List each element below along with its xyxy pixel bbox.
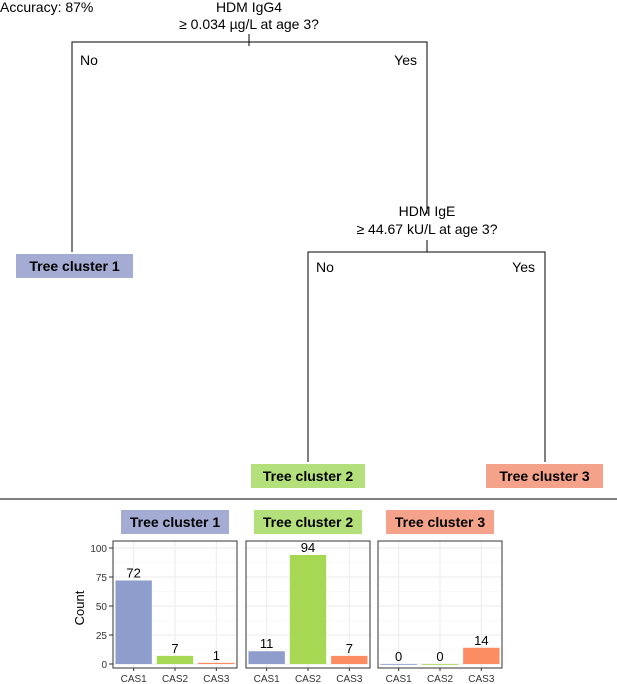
x-tick-label: CAS1	[386, 674, 413, 684]
split-node-ige: HDM IgE ≥ 44.67 kU/L at age 3? No Yes	[307, 203, 546, 462]
bar-value-label: 72	[126, 565, 140, 580]
bar-value-label: 14	[474, 633, 488, 648]
accuracy-label: Accuracy: 87%	[0, 0, 93, 15]
y-tick-label: 50	[96, 602, 108, 613]
bar-cas3	[463, 647, 500, 664]
x-tick-label: CAS1	[254, 674, 281, 684]
leaf-tree-cluster-2: Tree cluster 2	[251, 464, 365, 488]
y-tick-label: 75	[96, 573, 108, 584]
bar-value-label: 11	[260, 636, 274, 651]
bar-value-label: 7	[346, 641, 353, 656]
leaf-3-box	[486, 464, 603, 488]
leaf-1-label: Tree cluster 1	[29, 258, 119, 274]
root-no-label: No	[80, 52, 98, 68]
panel-border	[377, 540, 503, 669]
leaf-2-box	[251, 464, 365, 488]
x-tick-label: CAS2	[295, 674, 322, 684]
bar-cas3	[198, 662, 235, 664]
x-tick-label: CAS1	[121, 674, 148, 684]
panel-title: Tree cluster 2	[263, 514, 353, 530]
y-tick-label: 25	[96, 631, 108, 642]
bar-cas2	[421, 664, 459, 665]
panel-border	[112, 540, 238, 669]
bar-cas1	[380, 664, 417, 665]
node2-branches	[307, 251, 546, 462]
bar-value-label: 94	[301, 540, 315, 555]
node2-yes-label: Yes	[512, 259, 535, 275]
node2-question-line1: HDM IgE	[399, 203, 456, 219]
leaf-tree-cluster-1: Tree cluster 1	[16, 254, 133, 278]
leaf-3-label: Tree cluster 3	[499, 468, 589, 484]
panel-title-box	[254, 510, 362, 534]
bar-value-label: 1	[213, 648, 220, 663]
x-tick-label: CAS3	[468, 674, 495, 684]
y-axis-title: Count	[72, 590, 87, 625]
y-tick-label: 100	[90, 544, 107, 555]
bar-value-label: 7	[171, 641, 178, 656]
leaf-tree-cluster-3: Tree cluster 3	[486, 464, 603, 488]
bar-cas3	[331, 655, 368, 664]
bar-cas1	[115, 580, 152, 664]
root-question-line2: ≥ 0.034 µg/L at age 3?	[179, 16, 319, 32]
x-tick-label: CAS3	[336, 674, 363, 684]
panel-title-box	[121, 510, 229, 534]
node2-question-line2: ≥ 44.67 kU/L at age 3?	[356, 221, 497, 237]
bar-cas2	[156, 655, 194, 664]
root-branches	[71, 41, 428, 252]
panel-title: Tree cluster 1	[130, 514, 220, 530]
bar-cas1	[248, 651, 285, 664]
x-tick-label: CAS3	[203, 674, 230, 684]
leaf-1-box	[16, 254, 133, 278]
bar-value-label: 0	[395, 649, 402, 664]
panel-title-box	[386, 510, 494, 534]
root-node: HDM IgG4 ≥ 0.034 µg/L at age 3? No Yes	[71, 0, 428, 252]
leaf-2-label: Tree cluster 2	[263, 468, 353, 484]
bar-value-label: 0	[436, 649, 443, 664]
bar-cas2	[289, 554, 327, 664]
x-tick-label: CAS2	[427, 674, 454, 684]
y-tick-label: 0	[101, 660, 107, 671]
panel-border	[245, 540, 371, 669]
panel-title: Tree cluster 3	[395, 514, 485, 530]
root-question-line1: HDM IgG4	[216, 0, 282, 15]
x-tick-label: CAS2	[162, 674, 189, 684]
root-yes-label: Yes	[394, 52, 417, 68]
node2-no-label: No	[316, 259, 334, 275]
